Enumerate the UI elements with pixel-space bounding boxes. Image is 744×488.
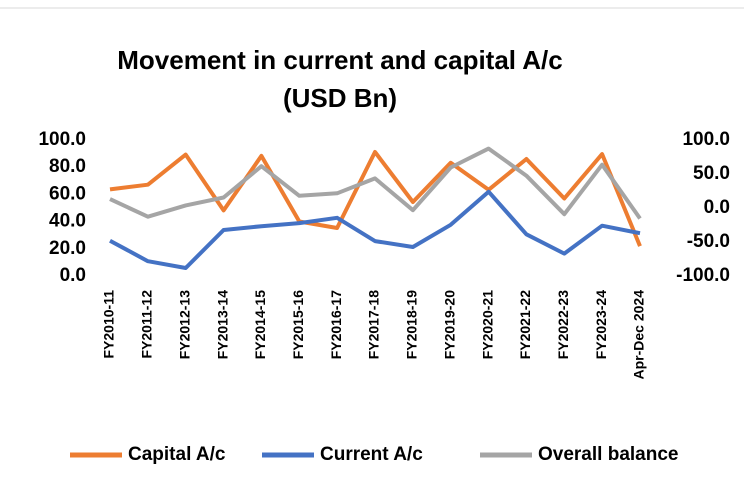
y-tick-label: 40.0 — [49, 211, 86, 232]
chart-title: (USD Bn) — [283, 83, 397, 113]
x-tick-label: FY2023-24 — [593, 290, 609, 359]
y-tick-label: 60.0 — [49, 183, 86, 204]
y2-tick-label: 50.0 — [693, 163, 730, 184]
series-line — [109, 189, 641, 270]
y-tick-label: 20.0 — [49, 238, 86, 259]
x-tick-label: FY2018-19 — [404, 290, 420, 359]
y2-tick-label: 100.0 — [682, 129, 730, 150]
legend-label: Current A/c — [320, 444, 423, 465]
x-tick-label: FY2013-14 — [214, 290, 230, 359]
x-tick-label: FY2012-13 — [176, 290, 192, 359]
y-tick-label: 0.0 — [60, 265, 86, 286]
chart-title: Movement in current and capital A/c — [117, 45, 562, 75]
x-tick-label: FY2010-11 — [101, 290, 117, 359]
y2-tick-label: -50.0 — [687, 231, 730, 252]
series-line — [109, 146, 642, 220]
x-tick-label: FY2017-18 — [366, 290, 382, 359]
x-tick-label: FY2016-17 — [328, 290, 344, 359]
x-tick-label: Apr-Dec 2024 — [631, 290, 647, 380]
x-tick-label: FY2019-20 — [441, 290, 457, 359]
x-tick-label: FY2011-12 — [139, 290, 155, 359]
x-tick-label: FY2022-23 — [555, 290, 571, 359]
x-tick-label: FY2021-22 — [517, 290, 533, 359]
y2-tick-label: 0.0 — [704, 197, 730, 218]
x-tick-label: FY2014-15 — [252, 290, 268, 359]
y-tick-label: 100.0 — [38, 129, 86, 150]
x-tick-label: FY2015-16 — [290, 290, 306, 359]
series-line — [109, 150, 642, 247]
y-tick-label: 80.0 — [49, 156, 86, 177]
legend-label: Capital A/c — [128, 444, 226, 465]
legend-label: Overall balance — [538, 444, 678, 465]
y2-tick-label: -100.0 — [676, 265, 730, 286]
x-tick-label: FY2020-21 — [479, 290, 495, 359]
